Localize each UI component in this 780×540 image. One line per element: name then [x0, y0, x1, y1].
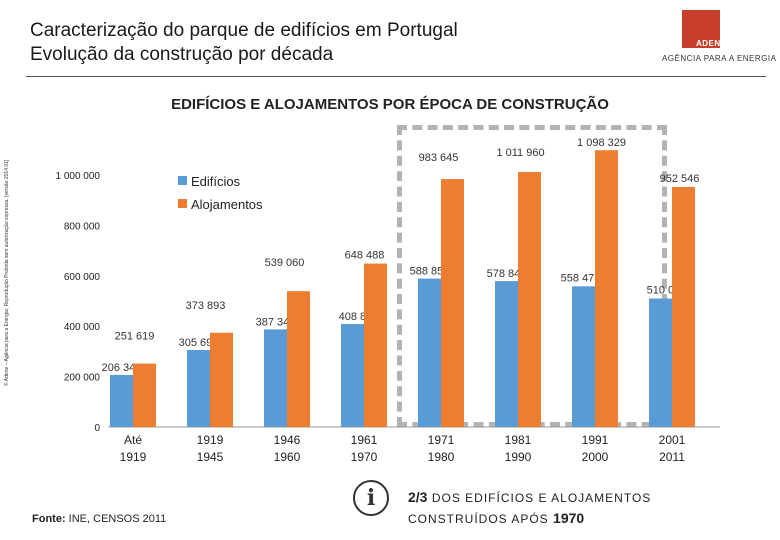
x-tick-label: 1991: [582, 433, 609, 447]
note-line2: CONSTRUÍDOS APÓS: [408, 512, 549, 526]
source-value: INE, CENSOS 2011: [68, 513, 167, 525]
logo-mark: ADENE: [682, 10, 726, 48]
bar-alojamentos: [210, 332, 233, 427]
data-label: 539 060: [265, 257, 305, 269]
x-tick-label: Até: [124, 433, 142, 447]
data-label: 251 619: [115, 331, 155, 343]
header-divider: [26, 76, 766, 77]
data-label: 558 471: [561, 272, 601, 284]
bar-alojamentos: [441, 179, 464, 427]
bar-edificios: [495, 281, 518, 427]
page-title: Caracterização do parque de edifícios em…: [30, 20, 458, 41]
logo-subtitle: AGÊNCIA PARA A ENERGIA: [662, 54, 777, 63]
bar-edificios: [264, 329, 287, 427]
bar-alojamentos: [672, 186, 695, 427]
x-tick-label: 2001: [659, 433, 686, 447]
bar-alojamentos: [364, 263, 387, 427]
data-label: 1 098 329: [577, 137, 626, 149]
legend-label-alojamentos: Alojamentos: [191, 197, 263, 212]
y-tick-label: 1 000 000: [56, 171, 101, 182]
note-year: 1970: [553, 510, 585, 526]
x-tick-label: 2011: [659, 450, 685, 464]
bar-edificios: [572, 286, 595, 427]
bar-edificios: [187, 349, 210, 427]
data-label: 588 858: [410, 266, 450, 278]
legend-swatch-edificios: [178, 176, 187, 185]
data-label: 1 011 960: [496, 147, 544, 159]
data-label: 952 546: [660, 173, 700, 185]
bar-alojamentos: [133, 363, 156, 427]
x-tick-label: 1945: [197, 450, 224, 464]
bar-edificios: [418, 278, 441, 427]
x-tick-label: 2000: [582, 450, 609, 464]
x-tick-label: 1919: [120, 450, 147, 464]
data-label: 305 696: [179, 337, 219, 349]
bar-edificios: [110, 375, 133, 427]
chart-title: EDIFÍCIOS E ALOJAMENTOS POR ÉPOCA DE CON…: [171, 96, 609, 113]
key-finding-note: 2/3 DOS EDIFÍCIOS E ALOJAMENTOS CONSTRUÍ…: [408, 487, 651, 529]
legend-swatch-alojamentos: [178, 199, 187, 208]
page-subtitle: Evolução da construção por década: [30, 44, 334, 65]
source-note: Fonte: INE, CENSOS 2011: [32, 513, 166, 525]
bar-alojamentos: [595, 150, 618, 428]
bar-alojamentos: [287, 291, 310, 427]
bar-alojamentos: [518, 171, 541, 427]
x-tick-label: 1981: [505, 433, 532, 447]
x-tick-label: 1970: [351, 450, 378, 464]
y-tick-label: 600 000: [64, 272, 101, 283]
bar-edificios: [341, 323, 364, 427]
x-tick-label: 1960: [274, 450, 301, 464]
logo-text: ADENE: [696, 39, 727, 48]
x-tick-label: 1946: [274, 433, 301, 447]
y-tick-label: 0: [94, 423, 100, 434]
x-tick-label: 1919: [197, 433, 224, 447]
data-label: 387 340: [256, 316, 296, 328]
x-tick-label: 1990: [505, 450, 532, 464]
y-tick-label: 200 000: [64, 373, 101, 384]
bar-edificios: [649, 298, 672, 427]
note-line1: DOS EDIFÍCIOS E ALOJAMENTOS: [431, 491, 652, 505]
data-label: 373 893: [186, 300, 226, 312]
data-label: 648 488: [345, 250, 385, 262]
legend-label-edificios: Edifícios: [191, 174, 241, 189]
info-icon: i: [353, 480, 389, 516]
x-tick-label: 1980: [428, 450, 455, 464]
y-tick-label: 800 000: [64, 221, 101, 232]
x-tick-label: 1971: [428, 433, 455, 447]
note-fraction: 2/3: [408, 489, 428, 505]
y-tick-label: 400 000: [64, 322, 101, 333]
source-label: Fonte:: [32, 513, 66, 525]
x-tick-label: 1961: [351, 433, 378, 447]
data-label: 983 645: [419, 152, 459, 164]
data-label: 206 343: [102, 362, 142, 374]
adene-logo: ADENE AGÊNCIA PARA A ENERGIA: [662, 10, 776, 70]
data-label: 578 845: [487, 268, 527, 280]
